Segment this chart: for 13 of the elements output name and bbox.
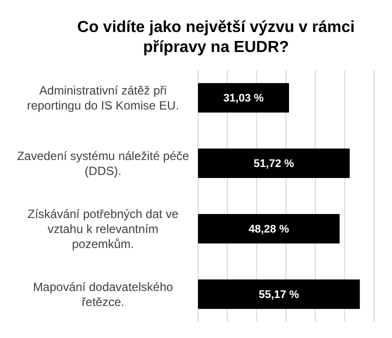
data-label: 55,17 % [258, 289, 300, 302]
y-tick-label: Mapování dodavatelského řetězce. [32, 280, 174, 309]
data-label: 51,72 % [254, 158, 294, 170]
bar [198, 83, 290, 113]
y-tick-label: Zavedení systému náležité péče (DDS). [16, 148, 190, 178]
bar [198, 148, 350, 178]
bar [198, 279, 360, 309]
y-tick-label: Administrativní zátěž při reportingu do IS Komise EU. [26, 84, 180, 113]
y-tick-label: Získávání potřebných dat ve vztahu k relevantním pozemkům. [28, 206, 179, 251]
data-label: 31,03 % [223, 92, 264, 105]
data-label: 48,28 % [248, 224, 290, 236]
chart-title: Co vidíte jako největší výzvu v rámci přípravy na EUDR? [77, 19, 355, 56]
bar [198, 214, 340, 244]
